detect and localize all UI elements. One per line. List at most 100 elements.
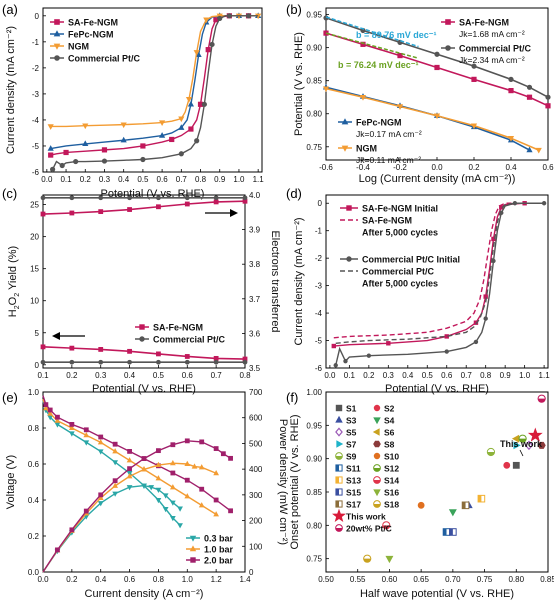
legend-marker — [372, 428, 380, 436]
marker-fill — [462, 502, 466, 509]
data-point — [156, 204, 161, 210]
legend-label: Commercial Pt/C — [153, 335, 226, 345]
legend-marker — [445, 45, 451, 51]
marker-fill — [335, 476, 339, 484]
legend-label: NGM — [68, 42, 89, 52]
data-point — [213, 497, 219, 503]
series-line-SA-Fe-NGM After 5,000 cycles — [333, 202, 545, 339]
marker-fill — [335, 456, 343, 460]
x-tick-label: 0.1 — [37, 371, 49, 380]
marker-fill — [335, 500, 339, 508]
x-tick-label: 0.55 — [350, 575, 366, 584]
x-tick-label: 0.5 — [153, 371, 165, 380]
data-point — [156, 351, 161, 357]
data-point — [47, 145, 54, 151]
y-tick-label: 0.0 — [28, 568, 40, 577]
legend-marker — [445, 19, 451, 25]
data-point — [333, 363, 338, 368]
y-right-tick-label: 3.5 — [249, 364, 261, 373]
data-point — [127, 207, 132, 212]
data-point-S4 — [448, 509, 457, 517]
data-point — [184, 477, 190, 483]
legend-label: After 5,000 cycles — [362, 279, 438, 289]
legend-marker — [139, 324, 145, 330]
data-point — [155, 475, 162, 481]
legend-label: FePc-NGM — [356, 118, 402, 128]
x-tick-label: 0.9 — [214, 175, 226, 184]
x-tick-label: 0.7 — [211, 371, 223, 380]
data-point — [170, 442, 176, 448]
marker-fill — [373, 480, 381, 484]
data-point — [386, 341, 391, 346]
marker-fill — [478, 495, 482, 502]
marker-fill — [373, 468, 381, 472]
legend-jk: Jk=0.17 mA cm⁻² — [356, 129, 422, 139]
legend-marker — [335, 415, 343, 423]
x-tick-label: 0.0 — [324, 371, 336, 380]
x-tick-label: 0.4 — [124, 371, 136, 380]
series-line-1.0 bar — [42, 398, 217, 515]
data-point — [120, 122, 127, 129]
series-line-SA-Fe-NGM — [325, 32, 549, 107]
data-point — [184, 460, 191, 467]
legend-label: S10 — [384, 452, 399, 462]
data-point — [148, 485, 155, 491]
data-point — [141, 483, 147, 489]
x-tick-label: 0.8 — [239, 371, 251, 380]
y-tick-label: -5 — [315, 337, 323, 346]
data-point — [209, 41, 215, 48]
plot-frame — [325, 194, 549, 369]
legend-marker — [373, 404, 381, 412]
series-line-1.0 bar power — [42, 462, 217, 573]
data-point — [213, 470, 220, 476]
legend-marker — [346, 205, 352, 211]
y-right-tick-label: 100 — [249, 542, 263, 551]
data-point — [184, 359, 190, 365]
legend-marker — [373, 476, 381, 484]
marker-fill — [373, 504, 381, 508]
data-point — [184, 201, 190, 207]
data-point — [127, 466, 132, 472]
x-tick-label: 1.1 — [253, 175, 265, 184]
legend-jk: Jk=2.34 mA cm⁻² — [459, 55, 525, 65]
data-point — [201, 101, 207, 107]
x-tick-label: 0.5 — [422, 371, 434, 380]
y-tick-label: 0.2 — [28, 532, 40, 541]
chart-c: 0.1 0.2 0.3 0.4 0.5 0.6 0.7 0.8 0 5 10 15 20 25 3.5 3.6… — [7, 191, 281, 395]
x-tick-label: 0.80 — [508, 575, 524, 584]
legend-label: S3 — [346, 416, 357, 426]
data-point — [101, 158, 108, 164]
y-right-tick-label: 3.8 — [249, 260, 261, 269]
data-point — [155, 487, 162, 493]
y-tick-label: 1.00 — [306, 388, 322, 397]
marker-fill — [363, 558, 371, 563]
data-point — [169, 484, 176, 490]
data-point — [43, 402, 49, 408]
data-point — [245, 13, 252, 19]
data-point — [205, 47, 211, 53]
legend-marker — [341, 145, 349, 152]
data-point — [535, 147, 542, 154]
legend-label: S1 — [346, 404, 357, 414]
legend-label: SA-Fe-NGM — [362, 216, 412, 226]
x-tick-label: 1.0 — [233, 175, 245, 184]
data-point — [169, 500, 176, 506]
y-tick-label: 5 — [35, 329, 40, 338]
legend-marker — [332, 508, 346, 522]
series-line-SA-Fe-NGM-right — [42, 200, 246, 215]
legend-marker — [53, 43, 61, 50]
legend-marker — [346, 256, 352, 262]
data-point — [127, 359, 132, 365]
legend-marker — [373, 417, 381, 425]
legend-label: SA-Fe-NGM — [153, 323, 203, 333]
legend-marker — [54, 55, 60, 61]
data-point — [112, 482, 119, 488]
legend-label: NGM — [356, 144, 377, 154]
data-point — [228, 455, 233, 461]
data-point — [170, 470, 176, 476]
data-point — [69, 345, 75, 351]
data-point — [127, 195, 132, 201]
data-point — [242, 359, 248, 365]
data-point — [213, 199, 219, 205]
